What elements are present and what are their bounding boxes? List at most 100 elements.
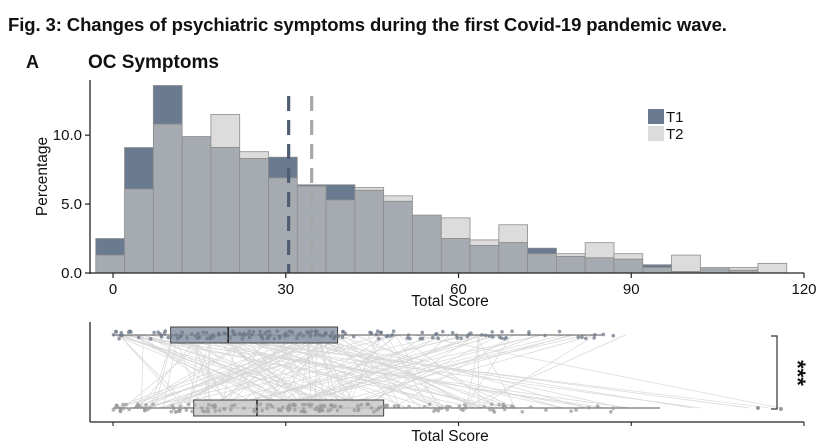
point-t1 [162, 331, 167, 335]
point-t2 [255, 409, 259, 414]
point-t1 [319, 333, 323, 338]
paired-line [118, 334, 186, 409]
histogram-bar-t2 [757, 262, 788, 274]
point-t2 [270, 404, 275, 409]
point-t1 [601, 332, 606, 337]
point-t2 [322, 404, 327, 408]
histogram-bar-t2 [383, 195, 413, 202]
paired-line [243, 334, 339, 409]
paired-line [311, 334, 427, 409]
paired-line [183, 334, 278, 409]
point-t2 [407, 404, 411, 409]
point-t1 [212, 334, 216, 339]
point-t2 [503, 404, 508, 409]
point-t1 [440, 329, 445, 334]
point-t2 [437, 406, 442, 410]
figure-title: Fig. 3: Changes of psychiatric symptoms … [8, 14, 727, 35]
point-t2 [299, 409, 303, 414]
point-t2 [174, 409, 179, 414]
paired-line [321, 334, 349, 409]
point-t2 [213, 404, 217, 408]
point-t1 [247, 329, 252, 334]
paired-line [294, 334, 481, 409]
histogram-bar-t2 [239, 151, 269, 159]
paired-line [283, 334, 475, 409]
point-t1 [490, 330, 494, 334]
paired-line [174, 334, 202, 409]
point-t2 [210, 403, 215, 408]
paired-line [200, 334, 465, 409]
histogram-bar-t2 [728, 267, 759, 271]
point-t2 [308, 404, 312, 408]
point-t2 [396, 403, 401, 408]
histogram-bar-t1 [527, 247, 557, 255]
legend-label-t1: T1 [666, 109, 684, 126]
point-t1 [308, 331, 312, 336]
paired-line [334, 334, 594, 409]
paired-lines [113, 334, 781, 409]
point-t2 [139, 405, 143, 410]
point-t2 [755, 406, 760, 410]
paired-line [149, 334, 174, 409]
x-tick-label: 90 [623, 281, 640, 298]
boxplot-x-axis-label: Total Score [411, 428, 489, 445]
histogram-bar-overlap [325, 199, 356, 274]
point-t2 [184, 408, 189, 412]
point-t2 [144, 403, 148, 407]
point-t2 [177, 407, 182, 412]
point-t2 [286, 404, 291, 409]
point-t2 [488, 407, 492, 412]
point-t2 [492, 410, 497, 414]
paired-line [193, 334, 368, 409]
histogram-bar-t2 [613, 253, 644, 260]
point-t1 [385, 333, 390, 338]
scatter-points [111, 329, 783, 414]
paired-line [477, 334, 596, 409]
point-t2 [331, 404, 336, 409]
point-t2 [457, 404, 462, 409]
x-tick-label: 0 [109, 281, 117, 298]
point-t2 [464, 406, 468, 410]
paired-line [132, 334, 258, 409]
histogram-bar-overlap [383, 200, 413, 274]
point-t2 [574, 408, 578, 412]
histogram-bar-overlap [181, 136, 212, 274]
histogram-bar-t1 [642, 264, 672, 268]
point-t1 [308, 334, 313, 338]
point-t2 [369, 406, 374, 410]
histogram-bar-t2 [210, 114, 241, 148]
point-t2 [124, 402, 128, 407]
point-t2 [114, 405, 118, 410]
paired-line [414, 334, 781, 409]
point-t2 [318, 405, 323, 410]
point-t1 [527, 332, 531, 336]
point-t1 [592, 333, 597, 337]
point-t1 [246, 332, 251, 336]
point-t1 [204, 330, 209, 335]
paired-line [228, 334, 452, 409]
paired-line [367, 334, 450, 409]
point-t2 [265, 406, 269, 411]
point-t2 [427, 402, 432, 406]
paired-line [164, 334, 330, 409]
point-t1 [260, 336, 265, 341]
point-t1 [330, 330, 335, 335]
paired-line [114, 334, 291, 409]
point-t1 [336, 334, 341, 339]
paired-line [466, 334, 481, 409]
point-t1 [287, 329, 292, 334]
histogram-bar-overlap [354, 189, 385, 274]
point-t1 [499, 336, 504, 340]
histogram-bar-overlap [498, 242, 529, 274]
paired-line [139, 334, 260, 409]
point-t1 [584, 336, 588, 341]
point-t1 [480, 333, 484, 337]
point-t1 [249, 332, 254, 337]
paired-line [149, 334, 355, 409]
point-t2 [611, 406, 615, 411]
paired-line [139, 334, 241, 409]
y-tick-label: 0.0 [61, 265, 82, 282]
paired-line [137, 334, 201, 409]
point-t1 [379, 330, 384, 335]
point-t1 [275, 329, 279, 334]
